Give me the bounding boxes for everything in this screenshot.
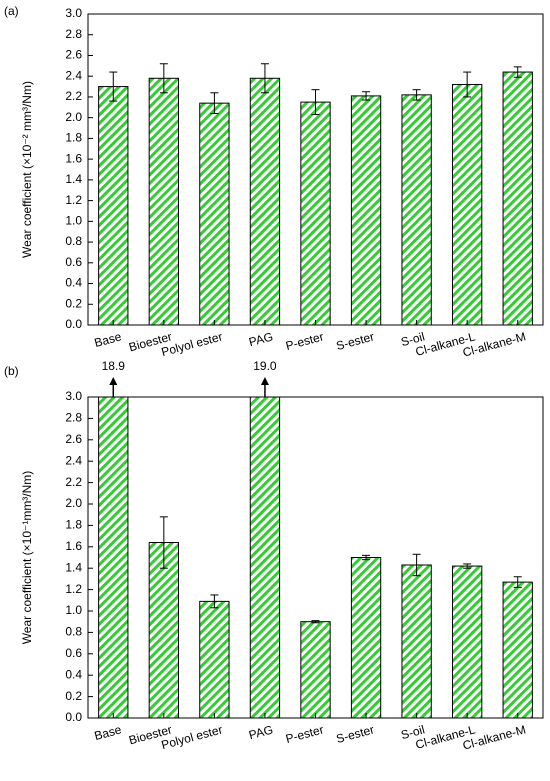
bar (249, 396, 281, 719)
x-tick-label: PAG (247, 329, 274, 349)
bar (249, 77, 281, 326)
y-tick-label: 2.4 (65, 453, 82, 467)
y-tick-label: 1.8 (65, 131, 82, 145)
bar (148, 77, 179, 326)
y-tick-label: 1.0 (65, 603, 82, 617)
bar (98, 396, 129, 719)
x-tick-label: S-oil (399, 722, 426, 742)
y-tick-label: 2.0 (65, 110, 82, 124)
bar (401, 564, 432, 719)
y-tick-label: 0.0 (65, 710, 82, 724)
y-tick-label: 1.0 (65, 214, 82, 228)
bar (199, 600, 230, 719)
y-tick-label: 2.2 (65, 89, 82, 103)
x-tick-label: P-ester (284, 329, 325, 353)
y-tick-label: 0.4 (65, 276, 82, 290)
bar (300, 101, 331, 326)
y-tick-label: 0.8 (65, 625, 82, 639)
panel-label: (a) (4, 4, 19, 18)
plot-frame (87, 396, 544, 719)
y-tick-label: 3.0 (65, 6, 82, 20)
bar (350, 557, 382, 719)
y-tick-label: 1.4 (65, 172, 82, 186)
y-tick-label: 1.2 (65, 582, 82, 596)
bar (98, 86, 129, 326)
bar (199, 102, 230, 326)
y-tick-label: 0.6 (65, 255, 82, 269)
y-tick-label: 2.8 (65, 27, 82, 41)
bar (452, 565, 483, 719)
y-axis-label: Wear coefficient (×10⁻¹mm³/Nm) (20, 471, 34, 645)
y-tick-label: 0.8 (65, 234, 82, 248)
value-label: 18.9 (102, 359, 126, 373)
panel-label: (b) (4, 364, 19, 378)
x-tick-label: PAG (247, 722, 274, 742)
y-tick-label: 2.4 (65, 68, 82, 82)
y-tick-label: 3.0 (65, 389, 82, 403)
y-tick-label: 1.6 (65, 151, 82, 165)
bar (502, 71, 533, 326)
y-tick-label: 0.4 (65, 667, 82, 681)
y-tick-label: 2.8 (65, 411, 82, 425)
overflow-arrowhead (109, 377, 118, 385)
y-tick-label: 0.2 (65, 296, 82, 310)
y-tick-label: 0.0 (65, 317, 82, 331)
bar (300, 621, 331, 719)
y-tick-label: 0.6 (65, 646, 82, 660)
y-tick-label: 0.2 (65, 689, 82, 703)
bar (452, 83, 483, 326)
y-tick-label: 2.0 (65, 496, 82, 510)
y-tick-label: 1.6 (65, 539, 82, 553)
x-tick-label: S-oil (399, 329, 426, 349)
plot-frame (87, 13, 544, 326)
x-tick-label: Base (93, 329, 123, 350)
x-tick-label: S-ester (335, 329, 376, 353)
bar (401, 94, 432, 326)
y-tick-label: 2.2 (65, 475, 82, 489)
y-tick-label: 1.2 (65, 193, 82, 207)
y-tick-label: 2.6 (65, 432, 82, 446)
bar (350, 95, 382, 326)
y-axis-label: Wear coefficient (×10⁻² mm³/Nm) (20, 81, 34, 258)
y-tick-label: 1.8 (65, 518, 82, 532)
bar (502, 581, 533, 719)
x-tick-label: P-ester (284, 722, 325, 746)
value-label: 19.0 (253, 359, 277, 373)
y-tick-label: 1.4 (65, 560, 82, 574)
y-tick-label: 2.6 (65, 48, 82, 62)
x-tick-label: S-ester (335, 722, 376, 746)
bar (148, 542, 179, 719)
overflow-arrowhead (260, 377, 269, 385)
x-tick-label: Base (93, 722, 123, 743)
